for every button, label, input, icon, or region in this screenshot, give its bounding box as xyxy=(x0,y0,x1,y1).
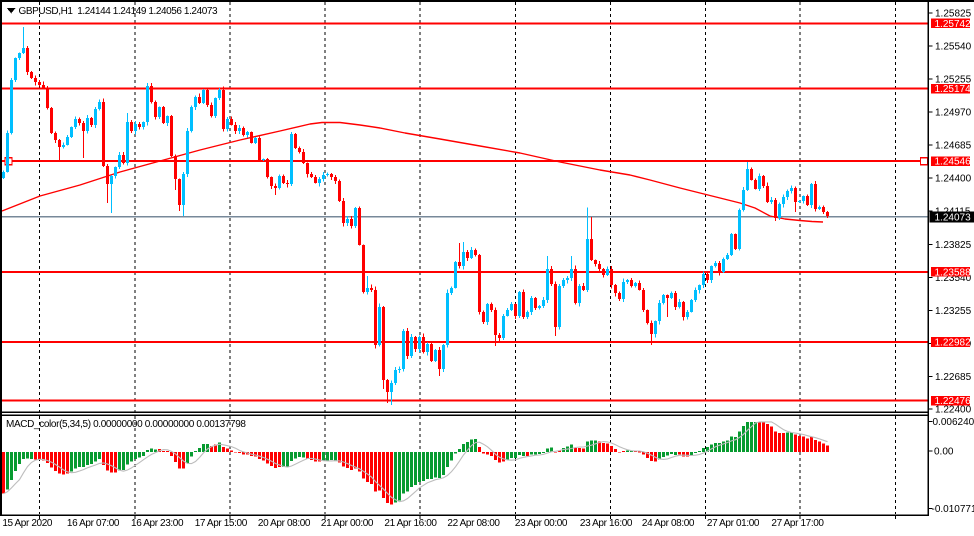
svg-text:1.25825: 1.25825 xyxy=(935,9,972,20)
svg-text:1.22685: 1.22685 xyxy=(935,372,972,383)
svg-text:23 Apr 00:00: 23 Apr 00:00 xyxy=(515,518,568,529)
svg-text:1.23588: 1.23588 xyxy=(935,268,972,279)
svg-text:24 Apr 08:00: 24 Apr 08:00 xyxy=(642,518,695,529)
svg-text:21 Apr 16:00: 21 Apr 16:00 xyxy=(384,518,437,529)
svg-text:22 Apr 08:00: 22 Apr 08:00 xyxy=(447,518,500,529)
svg-text:0.0062401: 0.0062401 xyxy=(933,417,974,428)
svg-text:16 Apr 07:00: 16 Apr 07:00 xyxy=(67,518,120,529)
svg-text:15 Apr 2020: 15 Apr 2020 xyxy=(2,518,53,529)
svg-text:GBPUSD,H1 1.24144 1.24149 1.2: GBPUSD,H1 1.24144 1.24149 1.24056 1.2407… xyxy=(19,6,218,17)
svg-text:1.22400: 1.22400 xyxy=(935,404,972,415)
svg-text:1.25742: 1.25742 xyxy=(935,19,972,30)
svg-text:1.24970: 1.24970 xyxy=(935,108,972,119)
svg-text:1.22982: 1.22982 xyxy=(935,338,972,349)
svg-text:20 Apr 08:00: 20 Apr 08:00 xyxy=(258,518,311,529)
svg-text:1.24685: 1.24685 xyxy=(935,141,972,152)
svg-text:1.24073: 1.24073 xyxy=(935,213,972,224)
svg-text:17 Apr 15:00: 17 Apr 15:00 xyxy=(195,518,248,529)
svg-text:1.23540: 1.23540 xyxy=(935,273,972,284)
svg-text:1.22476: 1.22476 xyxy=(935,396,972,407)
svg-text:27 Apr 01:00: 27 Apr 01:00 xyxy=(707,518,760,529)
svg-text:21 Apr 00:00: 21 Apr 00:00 xyxy=(321,518,374,529)
svg-text:1.24400: 1.24400 xyxy=(935,174,972,185)
svg-text:16 Apr 23:00: 16 Apr 23:00 xyxy=(131,518,184,529)
svg-text:23 Apr 16:00: 23 Apr 16:00 xyxy=(580,518,633,529)
svg-text:1.23255: 1.23255 xyxy=(935,306,972,317)
svg-text:1.23825: 1.23825 xyxy=(935,240,972,251)
svg-text:27 Apr 17:00: 27 Apr 17:00 xyxy=(771,518,824,529)
svg-text:1.25174: 1.25174 xyxy=(935,84,972,95)
svg-text:MACD_color(5,34,5) 0.00000000: MACD_color(5,34,5) 0.00000000 0.00000000… xyxy=(6,419,246,430)
svg-text:-0.0107710: -0.0107710 xyxy=(932,504,974,515)
svg-text:0.00: 0.00 xyxy=(934,446,954,457)
svg-text:1.25255: 1.25255 xyxy=(935,75,972,86)
svg-text:1.25540: 1.25540 xyxy=(935,42,972,53)
svg-text:1.24546: 1.24546 xyxy=(935,157,972,168)
